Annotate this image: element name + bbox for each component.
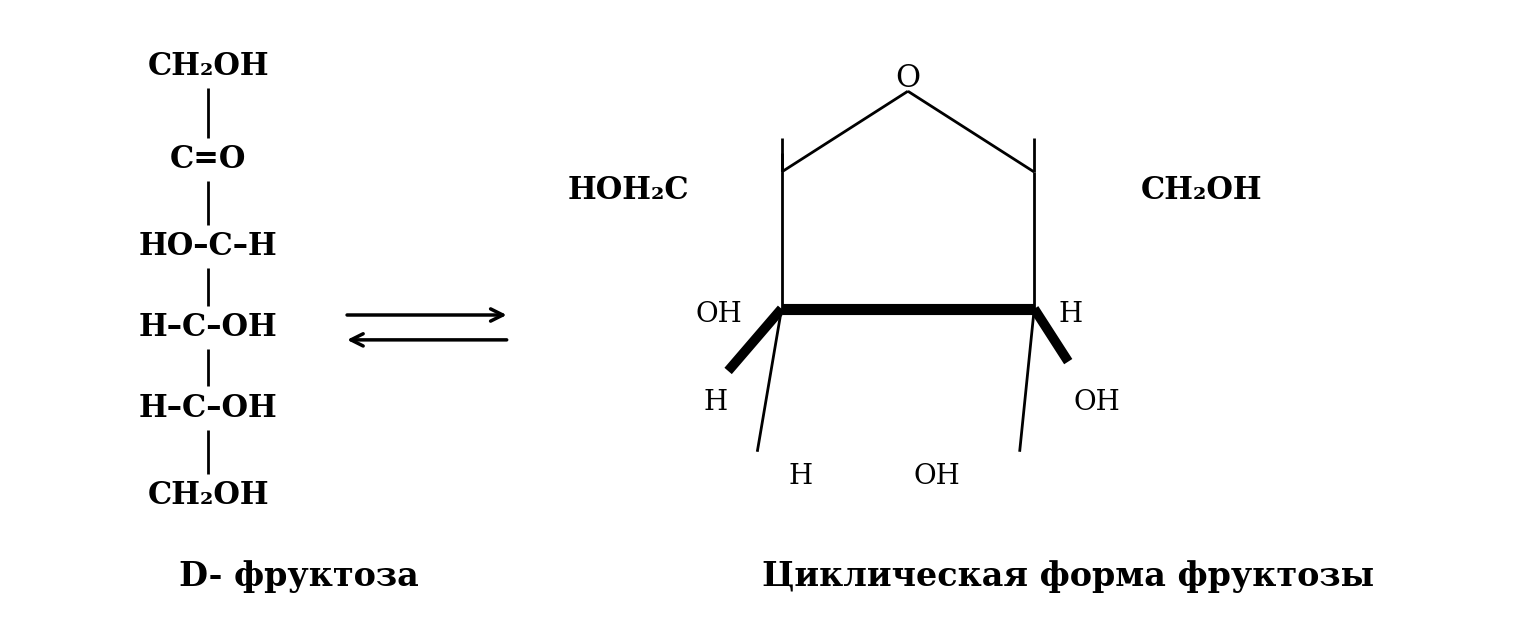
Text: CH₂OH: CH₂OH — [148, 51, 268, 82]
Text: CH₂OH: CH₂OH — [1141, 175, 1263, 206]
Text: HOH₂C: HOH₂C — [567, 175, 689, 206]
Text: H–C–OH: H–C–OH — [139, 312, 278, 343]
Text: H: H — [1058, 302, 1083, 328]
Text: OH: OH — [1074, 389, 1119, 416]
Text: Циклическая форма фруктозы: Циклическая форма фруктозы — [762, 559, 1374, 593]
Text: OH: OH — [695, 302, 743, 328]
Text: OH: OH — [913, 463, 961, 490]
Text: O: O — [895, 63, 921, 94]
Text: H–C–OH: H–C–OH — [139, 392, 278, 424]
Text: CH₂OH: CH₂OH — [148, 480, 268, 511]
Text: H: H — [788, 463, 813, 490]
Text: H: H — [705, 389, 727, 416]
Text: C=O: C=O — [171, 144, 247, 175]
Text: D- фруктоза: D- фруктоза — [178, 559, 419, 593]
Text: HO–C–H: HO–C–H — [139, 231, 278, 262]
